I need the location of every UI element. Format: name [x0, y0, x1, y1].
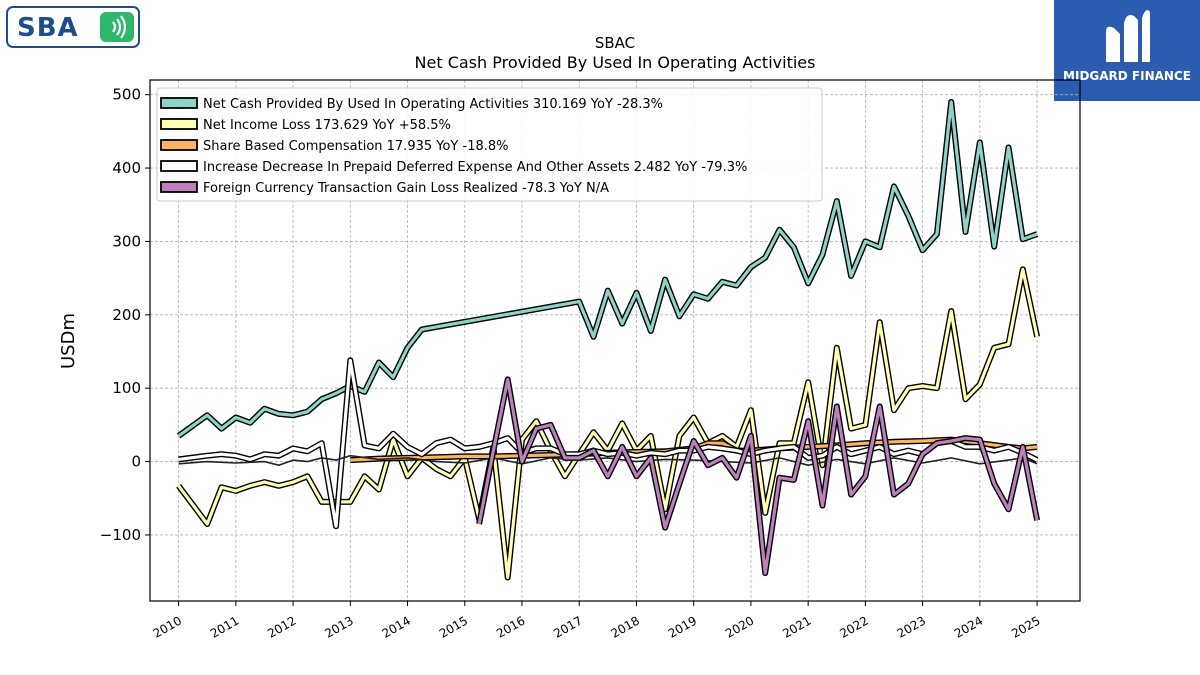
signal-waves-icon: [100, 12, 134, 42]
legend: Net Cash Provided By Used In Operating A…: [156, 87, 823, 202]
axis-ticks: 2010 2011 2012 2013 2014 2015 2016 2017 2018 2019…: [100, 86, 1043, 641]
sba-logo: SBA: [6, 6, 140, 48]
x-tick-label: 2023: [895, 613, 928, 640]
legend-label: Share Based Compensation 17.935 YoY -18.…: [203, 139, 509, 154]
m-monogram-icon: [1106, 10, 1150, 63]
y-axis-label: USDm: [58, 313, 79, 369]
series-line: [178, 358, 1038, 528]
legend-swatch: [160, 97, 198, 109]
x-tick-label: 2010: [151, 613, 184, 640]
legend-swatch: [160, 160, 198, 172]
y-tick-label: −100: [100, 526, 141, 544]
x-tick-label: 2016: [494, 613, 527, 640]
chart-subtitle: Net Cash Provided By Used In Operating A…: [415, 53, 816, 72]
series-lines: [176, 99, 1041, 581]
x-tick-label: 2012: [265, 613, 298, 640]
legend-swatch: [160, 139, 198, 151]
legend-box: [156, 87, 823, 202]
y-tick-label: 400: [112, 159, 141, 177]
legend-label: Increase Decrease In Prepaid Deferred Ex…: [203, 160, 747, 175]
x-tick-label: 2015: [437, 613, 470, 640]
y-tick-label: 0: [131, 453, 141, 471]
x-tick-label: 2014: [380, 613, 413, 640]
legend-swatch: [160, 181, 198, 193]
sba-logo-text: SBA: [17, 13, 79, 43]
x-tick-label: 2017: [551, 613, 584, 640]
midgard-finance-logo: MIDGARD FINANCE: [1054, 0, 1200, 101]
x-tick-label: 2020: [723, 613, 756, 640]
y-tick-label: 300: [112, 232, 141, 250]
x-tick-label: 2019: [666, 613, 699, 640]
y-tick-label: 200: [112, 306, 141, 324]
legend-swatch: [160, 118, 198, 130]
y-tick-label: 500: [112, 86, 141, 104]
chart-title: SBAC: [595, 34, 635, 52]
x-tick-label: 2025: [1009, 613, 1042, 640]
series-line: [177, 100, 1038, 438]
legend-label: Net Cash Provided By Used In Operating A…: [203, 97, 663, 112]
x-tick-label: 2022: [837, 613, 870, 640]
plot-frame: [149, 79, 1081, 602]
x-tick-label: 2024: [952, 613, 985, 640]
y-tick-label: 100: [112, 379, 141, 397]
series-line: [178, 454, 1038, 467]
legend-label: Net Income Loss 173.629 YoY +58.5%: [203, 118, 451, 133]
midgard-finance-text: MIDGARD FINANCE: [1063, 69, 1191, 83]
series-line: [177, 267, 1039, 580]
series-line-outline: [176, 266, 1041, 581]
x-tick-label: 2011: [208, 613, 241, 640]
x-tick-label: 2013: [322, 613, 355, 640]
series-line: [477, 377, 1039, 575]
x-tick-label: 2021: [780, 613, 813, 640]
legend-label: Foreign Currency Transaction Gain Loss R…: [203, 181, 609, 196]
x-tick-label: 2018: [609, 613, 642, 640]
